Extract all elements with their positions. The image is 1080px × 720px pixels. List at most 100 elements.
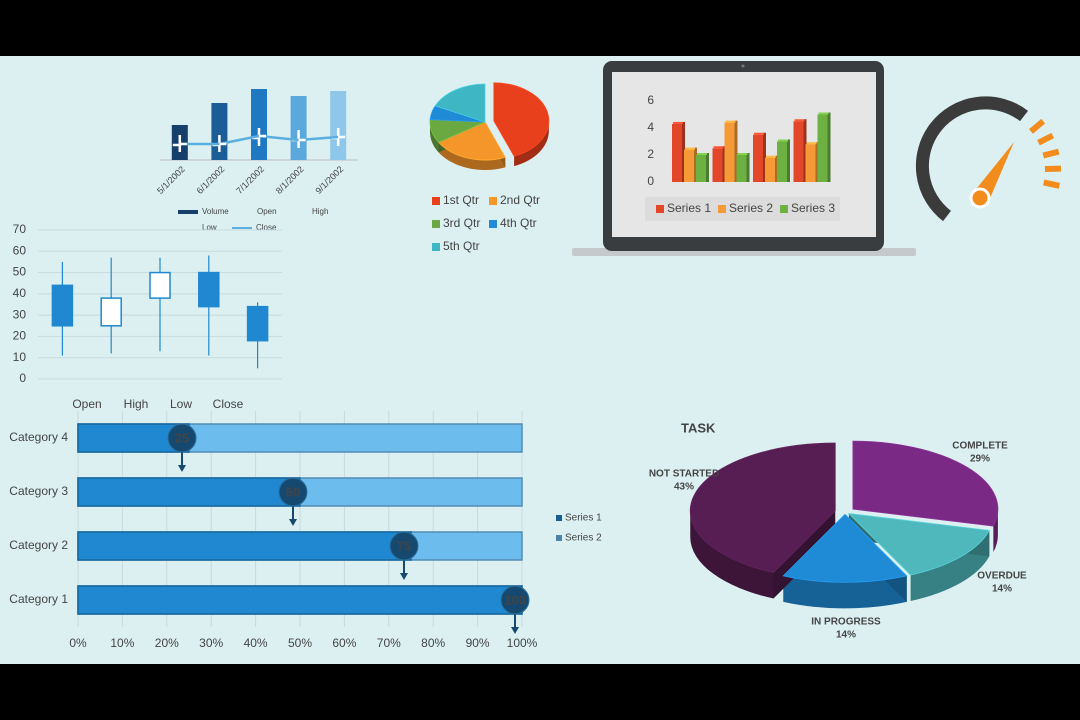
legend-label: 1st Qtr [443,193,479,207]
y-tick-label: Category 1 [9,592,68,606]
bar-side [694,147,697,182]
bar-top [806,142,817,145]
gauge-arc [915,96,1028,222]
legend-box [645,197,840,221]
x-tick-label: 100% [507,636,538,650]
bar [817,114,828,182]
y-tick-label: 50 [13,265,27,279]
x-tick-label: 70% [377,636,401,650]
label-arrow-head [289,519,297,526]
y-tick-label: 30 [13,307,27,321]
volume-bar [330,91,347,160]
x-tick-label: 80% [421,636,445,650]
legend-label: High [124,397,149,411]
bar-top [685,147,695,150]
bar-side [815,142,819,182]
bar-side [775,155,778,182]
x-tick-label: 10% [110,636,134,650]
data-label-name: COMPLETE [952,441,1008,452]
bar-side [722,146,726,182]
pie-slice [852,440,999,527]
bar-side [763,132,766,182]
bar-side [734,120,738,182]
legend-label: 2nd Qtr [500,193,540,207]
legend-label: Series 1 [565,513,602,524]
bar-side [787,139,790,182]
gauge-needle [973,142,1014,203]
label-bubble [500,585,530,615]
legend-label: Series 2 [565,533,602,544]
bar-top [818,112,829,115]
legend-label: Volume [202,207,229,216]
data-label: 75 [397,538,411,553]
pie-slice [434,83,486,123]
label-bubble [389,531,419,561]
bar-top [754,132,764,135]
y-tick-label: Category 3 [9,484,68,498]
bar [712,148,723,182]
candle-body [51,284,74,327]
y-tick-label: 4 [647,120,654,134]
bar-top [713,146,724,149]
legend-swatch [489,220,497,228]
data-label: 100 [504,592,526,607]
slice-side [783,575,907,609]
legend-label: Open [72,397,101,411]
y-tick-label: Category 4 [9,430,68,444]
legend-label: Series 3 [791,201,835,215]
candle-body [198,271,220,308]
legend-swatch [432,243,440,251]
bar [77,477,301,507]
bar-top [673,121,683,124]
pie-slice [847,512,990,576]
x-tick-label: 20% [155,636,179,650]
x-tick-label: 30% [199,636,223,650]
legend-label: 3rd Qtr [443,216,480,230]
bar-side [682,121,685,182]
bar [696,155,706,182]
x-tick-label: 0% [69,636,87,650]
y-tick-label: 10 [13,350,27,364]
pie-slice [493,82,550,157]
y-tick-label: 70 [13,222,27,236]
candle-body [246,305,269,342]
legend-label: 4th Qtr [500,216,537,230]
pie-slice [782,513,908,583]
x-tick-label: 50% [288,636,312,650]
data-label-name: IN PROGRESS [811,617,881,628]
candle-body [149,271,171,299]
data-label-value: 43% [674,482,694,493]
y-tick-label: 2 [647,147,654,161]
legend-label: Close [213,397,244,411]
bar-top [725,120,736,123]
data-label-value: 29% [970,454,990,465]
label-bubble [167,423,197,453]
legend-swatch [556,515,562,521]
y-tick-label: 0 [19,371,26,385]
bar [684,149,694,182]
y-tick-label: 6 [647,93,654,107]
candle-body [100,297,122,327]
legend-label: High [312,207,328,216]
y-tick-label: 0 [647,174,654,188]
bar-side [827,112,831,182]
gauge-tick [1029,118,1046,134]
label-arrow-head [511,627,519,634]
chart-title: TASK [681,420,716,435]
bar [805,144,816,182]
bar [736,155,747,182]
legend-swatch [432,220,440,228]
legend-swatch [780,205,788,213]
slice-side [514,120,549,167]
bar-top [766,155,776,158]
legend-label: 5th Qtr [443,239,480,253]
bar-side [706,153,709,182]
legend-label: Open [257,207,277,216]
bar [672,123,682,182]
legend-swatch [656,205,664,213]
gauge-tick [1043,179,1060,189]
legend-swatch [556,535,562,541]
legend-swatch [178,210,198,214]
volume-bar [251,89,267,160]
